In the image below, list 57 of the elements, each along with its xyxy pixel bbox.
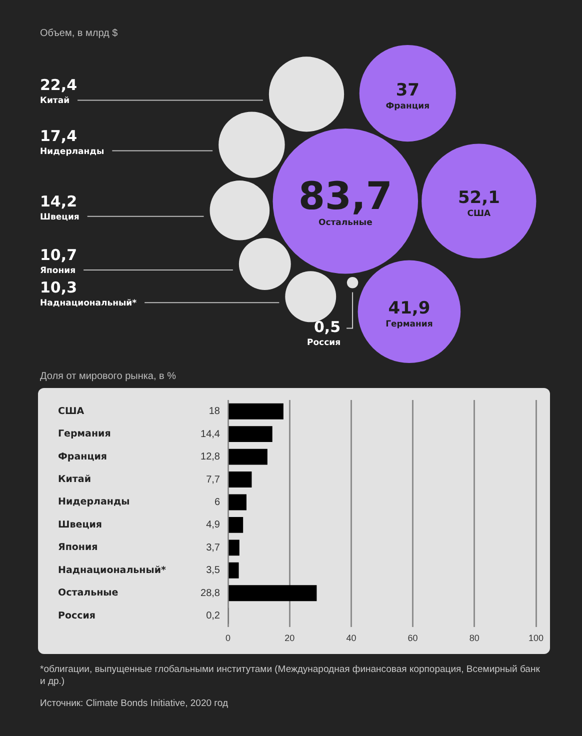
x-tick-label: 80 xyxy=(469,633,480,644)
bar xyxy=(228,426,272,442)
y-tick-label: США xyxy=(58,406,85,417)
y-tick-label: Китай xyxy=(58,474,91,485)
text: Объем, в млрд $ xyxy=(39,28,119,39)
data-label: 28,8 xyxy=(200,588,220,599)
data-label: 18 xyxy=(208,406,220,418)
category-label: США xyxy=(467,209,491,220)
category-label: Германия xyxy=(386,320,433,330)
y-tick-label: Франция xyxy=(58,451,107,462)
x-tick-label: 60 xyxy=(408,633,418,644)
bar xyxy=(228,448,268,465)
data-label: 41,9 xyxy=(388,298,430,319)
y-tick-label: Остальные xyxy=(58,588,118,599)
bar xyxy=(228,494,246,510)
data-label: 52,1 xyxy=(458,188,500,208)
bar xyxy=(228,516,244,533)
bar xyxy=(228,403,284,420)
y-tick-label: Швеция xyxy=(58,519,102,530)
y-tick-label: Япония xyxy=(58,542,98,554)
text: Источник: Climate Bonds Initiative, 2020 год xyxy=(39,698,230,710)
y-tick-label: Наднациональный* xyxy=(58,564,166,576)
bar xyxy=(228,562,239,578)
x-tick-label: 40 xyxy=(346,633,356,644)
category-label: Россия xyxy=(306,338,341,348)
data-label: 10,7 xyxy=(40,246,78,264)
category-label: Япония xyxy=(40,266,76,276)
bar xyxy=(228,540,240,556)
data-label: 7,7 xyxy=(206,474,220,486)
x-tick-label: 100 xyxy=(528,633,544,644)
data-label: 0,2 xyxy=(206,610,220,622)
category-label: Остальные xyxy=(318,218,373,228)
data-label: 22,4 xyxy=(40,76,78,94)
y-tick-label: Германия xyxy=(58,428,111,440)
category-label: Швеция xyxy=(40,212,80,222)
text: *облигации, выпущенные глобальными институтами (Международная финансовая корпорация, Всемирный банк и др.) xyxy=(39,664,541,688)
text: Доля от мирового рынка, в % xyxy=(39,371,178,382)
data-label: 0,5 xyxy=(314,318,341,336)
data-label: 6 xyxy=(214,496,220,508)
data-label: 14,2 xyxy=(40,192,78,210)
data-label: 3,7 xyxy=(206,542,220,554)
data-label: 4,9 xyxy=(206,520,220,531)
x-tick-label: 0 xyxy=(225,633,231,644)
data-label: 83,7 xyxy=(298,174,392,218)
y-tick-label: Нидерланды xyxy=(58,496,130,508)
data-label: 10,3 xyxy=(40,278,78,297)
category-label: Франция xyxy=(386,101,430,112)
data-label: 14,4 xyxy=(200,428,220,440)
data-label: 3,5 xyxy=(206,565,220,576)
data-label: 12,8 xyxy=(200,452,220,463)
data-label: 37 xyxy=(396,80,420,100)
category-label: Китай xyxy=(40,96,70,106)
data-label: 17,4 xyxy=(40,126,78,145)
y-tick-label: Россия xyxy=(58,610,96,622)
x-tick-label: 20 xyxy=(284,633,295,644)
bar xyxy=(228,585,317,602)
bar xyxy=(228,472,252,488)
